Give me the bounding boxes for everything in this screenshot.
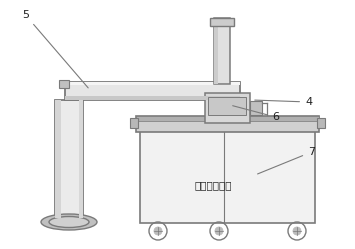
Bar [140,128,315,223]
Bar [59,80,69,88]
Bar [214,18,218,84]
Bar [210,18,234,26]
Bar [317,118,325,128]
Circle shape [293,227,301,235]
Bar [136,116,319,132]
Bar [250,101,262,115]
Bar [208,97,246,115]
Bar [65,82,240,100]
Ellipse shape [49,216,89,228]
Ellipse shape [41,214,97,230]
Bar [136,116,319,121]
Circle shape [154,227,162,235]
Bar [214,18,230,84]
Bar [55,100,83,218]
Text: 7: 7 [258,147,315,174]
Bar [55,100,61,218]
Text: 5: 5 [22,10,88,88]
Bar [79,100,83,218]
Text: 6: 6 [233,106,279,122]
Circle shape [215,227,223,235]
Bar [205,93,250,123]
Text: 腐蘊检测中心: 腐蘊检测中心 [195,180,232,190]
Bar [130,118,138,128]
Bar [65,96,240,100]
Text: 4: 4 [255,97,312,107]
Bar [65,82,240,85]
